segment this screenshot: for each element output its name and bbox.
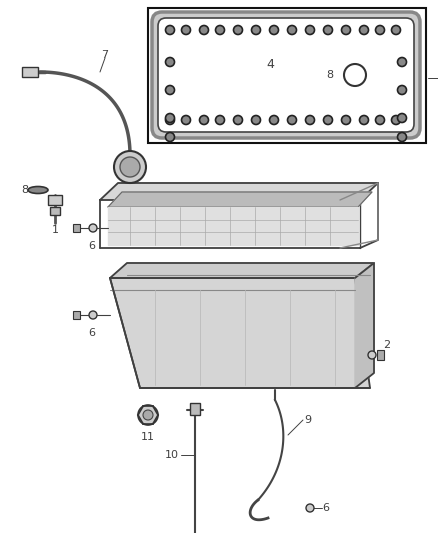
Circle shape <box>305 26 314 35</box>
Circle shape <box>143 410 153 420</box>
Circle shape <box>306 504 314 512</box>
Circle shape <box>114 151 146 183</box>
Bar <box>50 207 60 215</box>
Circle shape <box>166 133 174 141</box>
Circle shape <box>166 26 174 35</box>
Ellipse shape <box>28 187 48 193</box>
Circle shape <box>360 116 368 125</box>
Circle shape <box>392 116 400 125</box>
Polygon shape <box>100 183 378 200</box>
Circle shape <box>344 64 366 86</box>
Circle shape <box>181 26 191 35</box>
Polygon shape <box>108 207 358 245</box>
Circle shape <box>215 116 225 125</box>
Circle shape <box>392 26 400 35</box>
FancyBboxPatch shape <box>152 12 420 138</box>
Circle shape <box>166 58 174 67</box>
Polygon shape <box>110 263 374 278</box>
FancyBboxPatch shape <box>158 18 414 132</box>
Circle shape <box>375 116 385 125</box>
Circle shape <box>89 311 97 319</box>
Bar <box>22 67 38 77</box>
Circle shape <box>360 26 368 35</box>
Text: 6: 6 <box>88 328 95 338</box>
Text: 8: 8 <box>21 185 28 195</box>
Circle shape <box>251 26 261 35</box>
Text: 6: 6 <box>322 503 329 513</box>
Circle shape <box>375 26 385 35</box>
Circle shape <box>287 116 297 125</box>
Text: 8: 8 <box>326 70 333 80</box>
Circle shape <box>89 224 97 232</box>
Circle shape <box>199 26 208 35</box>
Circle shape <box>287 26 297 35</box>
Circle shape <box>181 116 191 125</box>
Text: 1: 1 <box>52 225 59 235</box>
Polygon shape <box>355 263 374 388</box>
Circle shape <box>398 85 406 94</box>
Text: 9: 9 <box>304 415 311 425</box>
Bar <box>73 311 80 319</box>
Text: 2: 2 <box>383 340 391 350</box>
Bar <box>148 8 426 143</box>
Bar <box>48 195 62 205</box>
Circle shape <box>166 116 174 125</box>
Circle shape <box>120 157 140 177</box>
Circle shape <box>166 85 174 94</box>
Polygon shape <box>108 192 372 207</box>
Polygon shape <box>110 278 370 388</box>
Text: 7: 7 <box>102 50 109 60</box>
Circle shape <box>342 116 350 125</box>
Circle shape <box>251 116 261 125</box>
Text: 6: 6 <box>88 241 95 251</box>
Bar <box>377 350 384 360</box>
Circle shape <box>305 116 314 125</box>
Bar <box>73 224 80 232</box>
Circle shape <box>368 351 376 359</box>
Bar <box>190 403 200 415</box>
Circle shape <box>233 116 243 125</box>
Text: 10: 10 <box>165 450 179 460</box>
Circle shape <box>398 133 406 141</box>
Circle shape <box>215 26 225 35</box>
Text: 11: 11 <box>141 432 155 442</box>
Circle shape <box>166 114 174 123</box>
Circle shape <box>269 26 279 35</box>
Circle shape <box>324 26 332 35</box>
Circle shape <box>233 26 243 35</box>
Circle shape <box>398 58 406 67</box>
Circle shape <box>199 116 208 125</box>
Circle shape <box>324 116 332 125</box>
Circle shape <box>398 114 406 123</box>
Circle shape <box>342 26 350 35</box>
Circle shape <box>138 405 158 425</box>
Text: 4: 4 <box>266 59 274 71</box>
Circle shape <box>269 116 279 125</box>
